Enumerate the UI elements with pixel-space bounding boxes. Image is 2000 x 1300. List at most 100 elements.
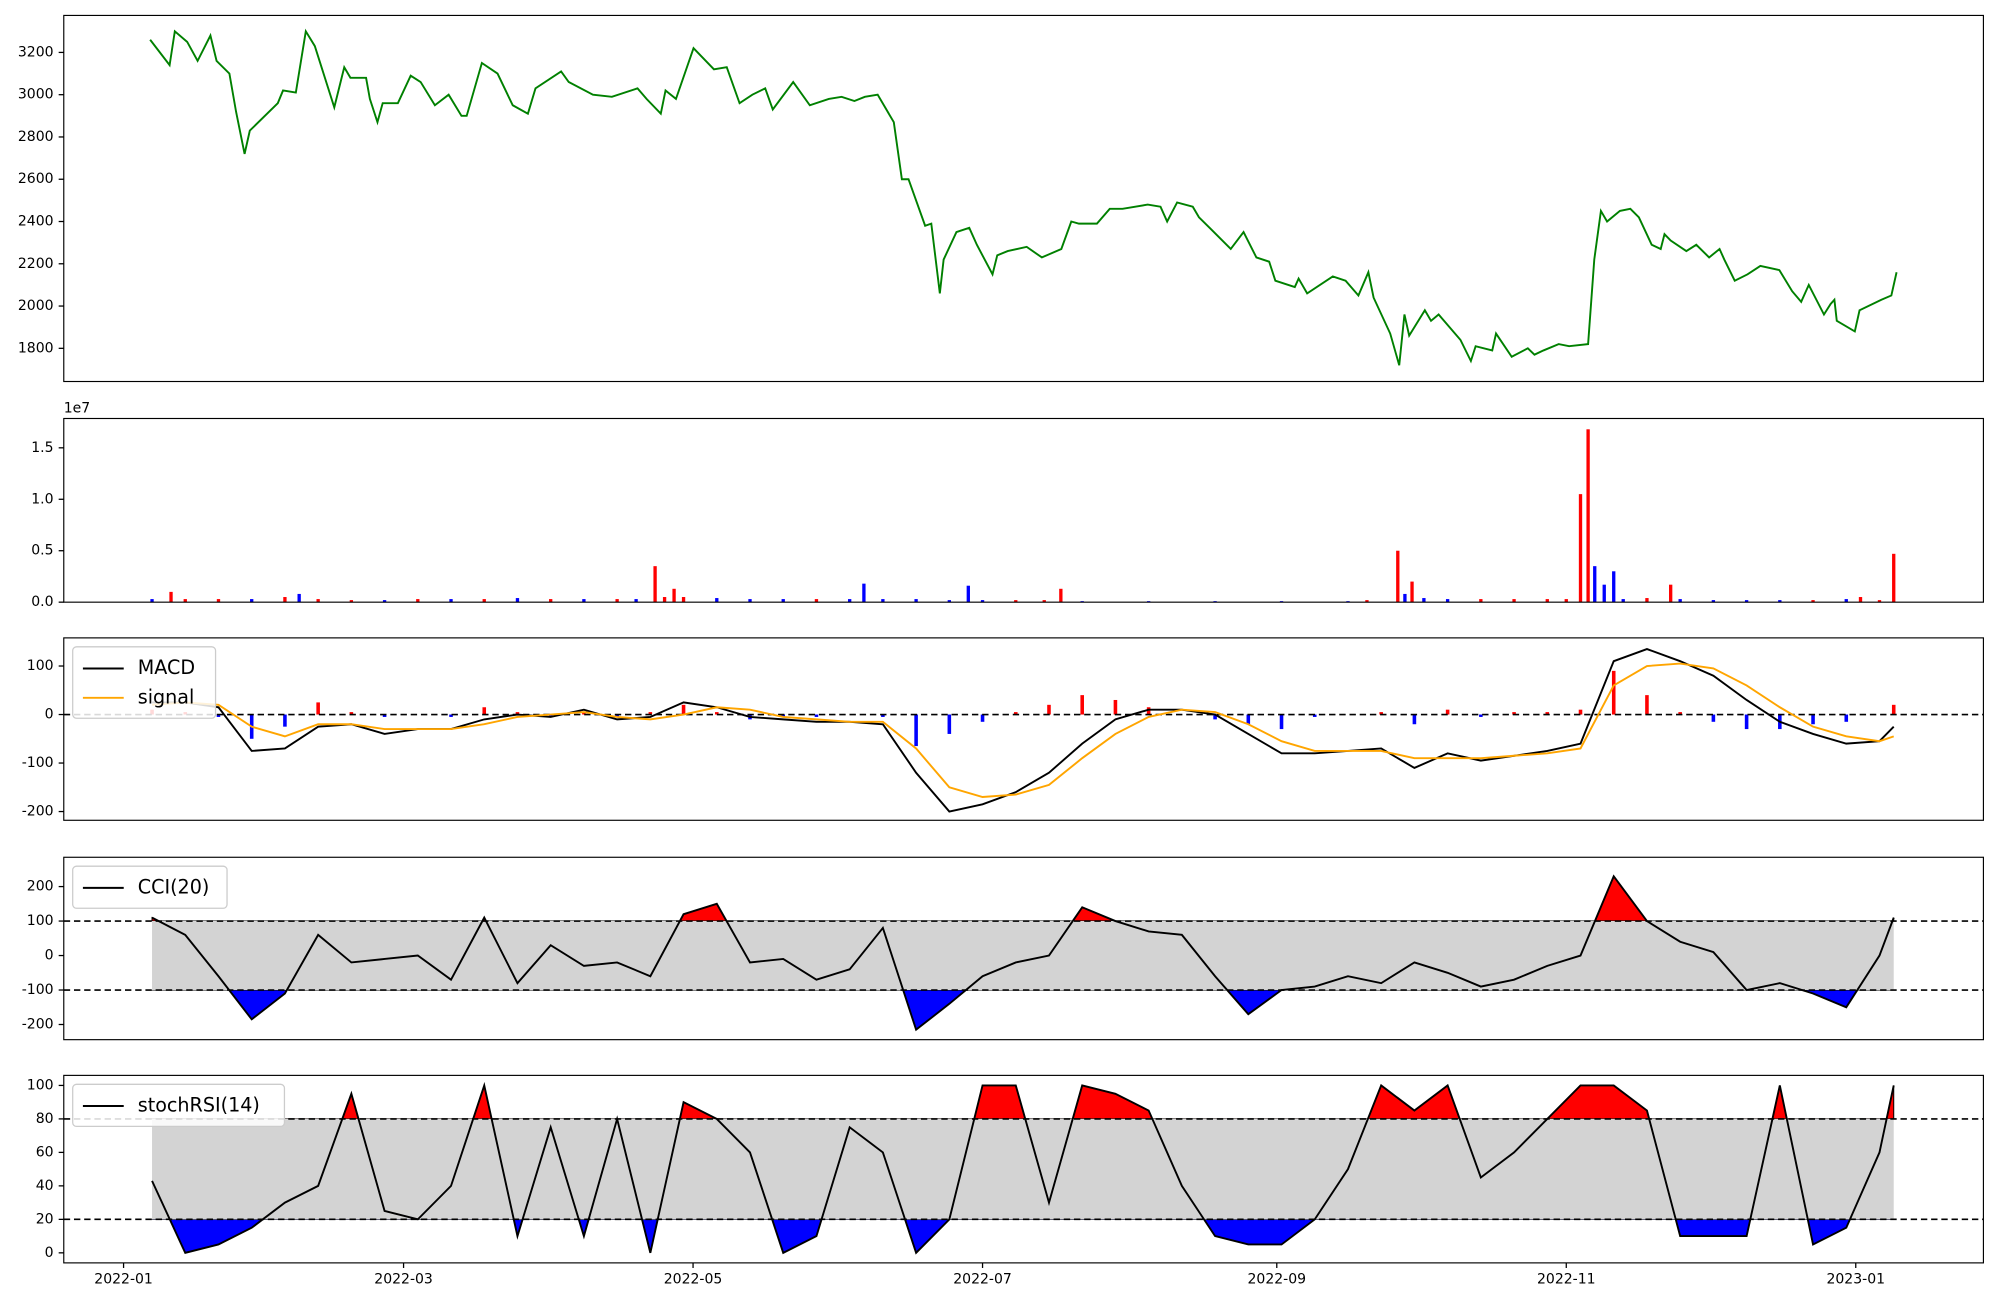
neutral-band [152,921,1894,991]
volume-bar [183,599,187,603]
series-line [151,1081,1895,1255]
panel: -200 -100 0 100 200 CCI(20) [22,856,1984,1041]
plot-area [150,429,1896,603]
y-tick-label: 2800 [18,129,54,145]
volume-bar [653,566,657,603]
volume-bar [966,585,970,603]
volume-bar [1778,600,1782,603]
histogram-bar [781,714,786,717]
volume-bar [382,600,387,603]
volume-bar [980,600,985,603]
y-tick-label: -200 [22,1016,54,1032]
histogram-bar [1711,714,1716,722]
histogram-bar [881,714,885,717]
histogram-bar [1379,712,1383,715]
volume-bar [1602,584,1606,603]
y-tick-label: 2200 [18,256,54,272]
series-line [149,28,1898,366]
panel: 0 20 40 60 80 100 2022-01 2022-03 2022-05 2022-07… [27,1074,1984,1287]
histogram-bar [715,712,719,715]
histogram-bar [1645,695,1649,715]
volume-bar [1422,598,1426,603]
volume-bar [283,597,287,603]
histogram-bar [1479,714,1483,717]
neutral-band [152,1118,1894,1220]
legend-label: MACD [138,656,195,679]
histogram-bar [316,702,320,715]
histogram-bar [1678,712,1682,715]
histogram-bar [1844,714,1849,722]
y-tick-label: 2600 [18,171,54,187]
histogram-bar [980,714,985,722]
histogram-bar [947,714,952,734]
histogram-bar [1312,714,1317,717]
legend: CCI(20) [72,865,228,909]
volume-bar [1621,599,1625,603]
y-tick-label: -100 [22,755,54,771]
legend-label: signal [138,685,195,708]
histogram-bar [349,712,354,715]
histogram-bar [1113,699,1118,715]
volume-bar [297,593,301,603]
y-tick-label: 0 [45,1245,54,1261]
volume-bar [250,599,254,603]
volume-bar [1858,597,1863,603]
y-tick-label: -100 [22,982,54,998]
y-tick-label: 200 [27,879,54,895]
histogram-bar [1545,712,1550,715]
histogram-bar [1891,704,1896,715]
volume-bar [1678,599,1682,603]
volume-bar [316,599,320,603]
histogram-bar [615,714,619,717]
volume-bar [1586,429,1590,603]
volume-bar [1059,588,1063,603]
volume-bar [1042,600,1046,603]
volume-bar [582,599,586,603]
plot-area [63,1081,1984,1255]
volume-bar [1711,600,1716,603]
y-tick-label: 1800 [18,340,54,356]
y-tick-label: 60 [36,1144,54,1160]
plot-area [149,28,1898,366]
volume-bar [1545,599,1549,603]
y-tick-label: 1.0 [31,491,53,507]
histogram-bar [814,714,819,717]
y-tick-label: 2000 [18,298,54,314]
offset-label: 1e7 [64,400,90,416]
legend-box [72,865,228,909]
volume-bar [672,588,676,603]
histogram-bar [1279,714,1284,730]
volume-bar [515,598,520,603]
histogram-bar [648,712,653,715]
volume-bar [814,599,819,603]
panel: 1800 2000 2200 2400 2600 2800 3000 3200 [18,14,1984,383]
volume-bar [549,599,553,603]
histogram-bar [449,714,453,717]
axes-frame [63,417,1984,603]
plot-area [63,874,1984,1032]
volume-bar [615,599,619,603]
histogram-bar [482,707,487,715]
volume-bar [169,591,173,603]
volume-bar [748,599,752,603]
volume-bar [1564,599,1568,603]
panel: -200 -100 0 100 MACD signal [22,637,1984,821]
y-tick-label: -200 [22,804,54,820]
volume-bar [662,597,667,603]
plot-area [63,648,1984,813]
y-tick-label: 3200 [18,44,54,60]
volume-bar [449,599,453,603]
volume-bar [1479,599,1483,603]
volume-bar [150,599,154,603]
volume-bar [1811,600,1815,603]
volume-bar [1445,599,1450,603]
histogram-bar [1013,712,1018,715]
volume-bar [1396,550,1400,603]
histogram-bar [1445,709,1450,715]
volume-bar [947,600,951,603]
volume-bar [1512,599,1516,603]
series-line [151,874,1895,1032]
legend: stochRSI(14) [72,1083,286,1128]
volume-bar [482,599,486,603]
